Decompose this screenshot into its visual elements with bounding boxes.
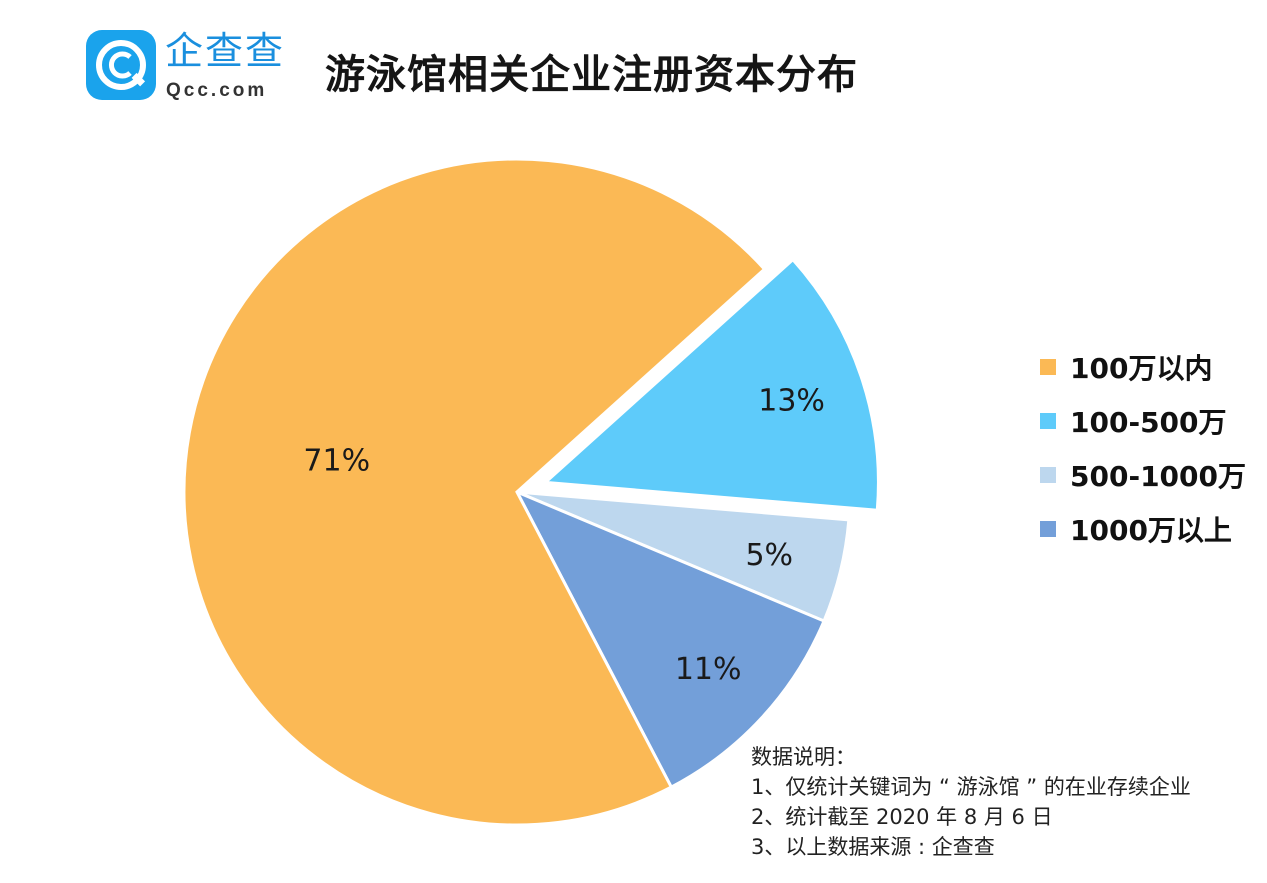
data-notes: 数据说明： 1、仅统计关键词为 “ 游泳馆 ” 的在业存续企业 2、统计截至 2… (751, 742, 1191, 862)
qcc-logo-icon (86, 30, 156, 100)
pie-data-label: 5% (745, 538, 793, 573)
legend-swatch (1040, 359, 1056, 375)
legend-label: 1000万以上 (1070, 514, 1232, 547)
pie-data-label: 11% (675, 652, 742, 687)
legend-swatch (1040, 413, 1056, 429)
legend-label: 100万以内 (1070, 352, 1213, 385)
logo-wordmark-en: Qcc.com (166, 80, 268, 101)
legend-item: 1000万以上 (1040, 502, 1246, 556)
legend-item: 100万以内 (1040, 340, 1246, 394)
legend-item: 100-500万 (1040, 394, 1246, 448)
pie-data-label: 71% (303, 444, 370, 479)
notes-line: 1、仅统计关键词为 “ 游泳馆 ” 的在业存续企业 (751, 775, 1191, 799)
pie-slice-1000万以上 (513, 489, 826, 790)
legend-item: 500-1000万 (1040, 448, 1246, 502)
notes-line: 2、统计截至 2020 年 8 月 6 日 (751, 805, 1053, 829)
chart-title: 游泳馆相关企业注册资本分布 (325, 52, 858, 98)
legend-swatch (1040, 467, 1056, 483)
pie-data-label: 13% (758, 384, 825, 419)
pie-slice-100万以内 (182, 157, 767, 827)
notes-heading: 数据说明： (751, 745, 856, 769)
chart-legend: 100万以内 100-500万 500-1000万 1000万以上 (1040, 340, 1246, 556)
legend-swatch (1040, 521, 1056, 537)
legend-label: 100-500万 (1070, 406, 1227, 439)
notes-line: 3、以上数据来源 : 企查查 (751, 835, 995, 859)
pie-slice-100-500万 (541, 257, 880, 512)
legend-label: 500-1000万 (1070, 460, 1246, 493)
logo-wordmark-cn: 企查查 (165, 29, 286, 73)
